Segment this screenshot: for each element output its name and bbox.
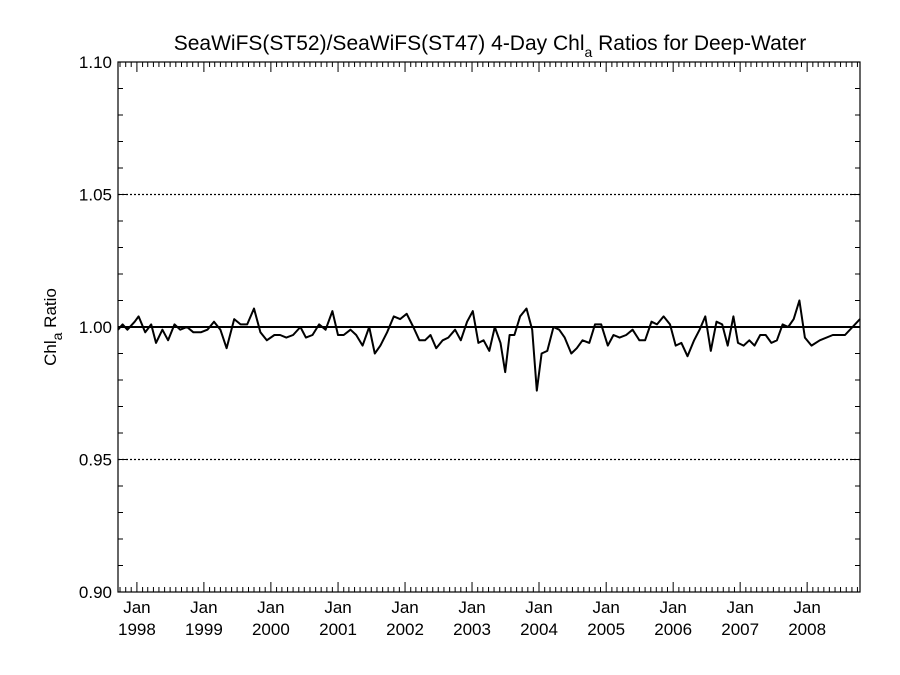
x-tick-label-year: 1999 (185, 620, 223, 639)
chart-title: SeaWiFS(ST52)/SeaWiFS(ST47) 4-Day Chla R… (174, 32, 807, 60)
x-tick-label-month: Jan (592, 598, 619, 617)
x-tick-label-month: Jan (391, 598, 418, 617)
y-tick-label: 1.10 (79, 53, 112, 72)
y-tick-label: 0.95 (79, 451, 112, 470)
x-tick-label-month: Jan (324, 598, 351, 617)
y-axis-label: Chla Ratio (41, 288, 65, 366)
x-tick-label-month: Jan (190, 598, 217, 617)
plot-area: 0.90 0.95 1.00 1.05 1.10 Jan 1998 Jan 1999 Jan 200… (79, 53, 861, 639)
x-tick-label-year: 2001 (319, 620, 357, 639)
y-tick-label: 0.90 (79, 583, 112, 602)
plot-frame (117, 61, 861, 593)
x-tick-label-month: Jan (726, 598, 753, 617)
x-tick-label-year: 2000 (252, 620, 290, 639)
x-tick-label-year: 2005 (587, 620, 625, 639)
x-tick-label-month: Jan (793, 598, 820, 617)
x-tick-label-year: 1998 (118, 620, 156, 639)
x-tick-label-month: Jan (458, 598, 485, 617)
x-tick-label-year: 2003 (453, 620, 491, 639)
x-tick-label-year: 2006 (654, 620, 692, 639)
x-tick-label-month: Jan (525, 598, 552, 617)
series-line (117, 299, 861, 392)
x-tick-label-year: 2004 (520, 620, 558, 639)
y-tick-label: 1.00 (79, 318, 112, 337)
x-tick-label-year: 2007 (721, 620, 759, 639)
x-tick-label-year: 2008 (788, 620, 826, 639)
x-tick-label-year: 2002 (386, 620, 424, 639)
y-tick-label: 1.05 (79, 186, 112, 205)
x-tick-label-month: Jan (659, 598, 686, 617)
x-tick-label-month: Jan (123, 598, 150, 617)
x-tick-label-month: Jan (257, 598, 284, 617)
